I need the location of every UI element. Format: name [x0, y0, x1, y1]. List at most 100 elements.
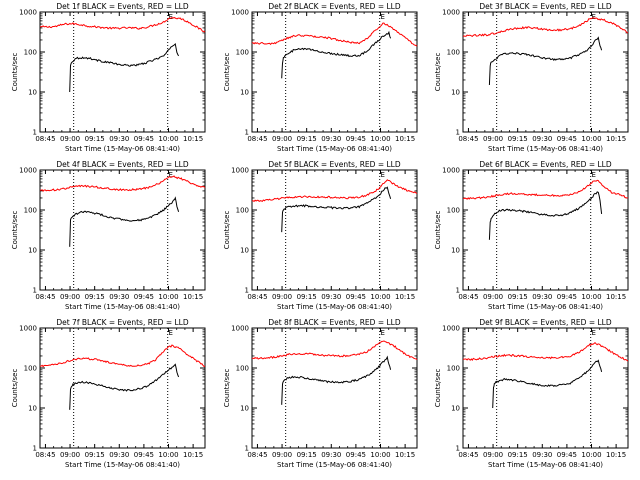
- x-tick-label: 10:00: [370, 293, 390, 301]
- y-axis-label: Counts/sec: [11, 53, 19, 92]
- x-tick-label: 09:00: [272, 451, 292, 459]
- x-tick-label: 09:45: [557, 135, 577, 143]
- x-tick-label: 09:00: [483, 293, 503, 301]
- y-tick-label: 1000: [19, 9, 37, 17]
- x-tick-label: 08:45: [247, 135, 267, 143]
- y-axis-label: Counts/sec: [434, 53, 442, 92]
- lld-series-line: [39, 344, 206, 368]
- event-marker-label: E: [591, 329, 595, 337]
- x-tick-label: 09:30: [109, 451, 129, 459]
- y-axis-label: Counts/sec: [434, 211, 442, 250]
- chart-title: Det 2f BLACK = Events, RED = LLD: [268, 2, 401, 11]
- plot-frame: [39, 169, 206, 291]
- y-tick-label: 1000: [19, 167, 37, 175]
- x-axis-label: Start Time (15-May-06 08:41:40): [65, 461, 180, 469]
- x-tick-label: 10:00: [370, 135, 390, 143]
- chart-panel-5: Det 5f BLACK = Events, RED = LLD 1 10 100 10…: [223, 160, 418, 311]
- y-tick-label: 1000: [231, 325, 249, 333]
- x-tick-label: 09:00: [272, 293, 292, 301]
- chart-panel-4: Det 4f BLACK = Events, RED = LLD 1 10 100 10…: [11, 160, 206, 311]
- x-tick-label: 09:45: [346, 135, 366, 143]
- y-tick-label: 10: [451, 405, 460, 413]
- x-tick-label: 09:15: [508, 135, 528, 143]
- events-series-line: [281, 186, 392, 233]
- x-tick-label: 10:15: [183, 135, 203, 143]
- x-tick-label: 08:45: [458, 293, 478, 301]
- y-tick-label: 1: [456, 129, 460, 137]
- x-tick-label: 08:45: [458, 135, 478, 143]
- y-tick-label: 10: [240, 247, 249, 255]
- x-tick-label: 09:45: [346, 293, 366, 301]
- x-tick-label: 09:15: [297, 293, 317, 301]
- y-tick-label: 100: [447, 365, 460, 373]
- x-axis-label: Start Time (15-May-06 08:41:40): [277, 461, 392, 469]
- x-tick-label: 09:45: [134, 293, 154, 301]
- x-tick-label: 09:00: [483, 135, 503, 143]
- lld-series-line: [462, 17, 629, 38]
- plot-frame: [39, 327, 206, 449]
- x-tick-label: 09:00: [60, 451, 80, 459]
- x-axis-label: Start Time (15-May-06 08:41:40): [277, 145, 392, 153]
- plot-frame: [462, 327, 629, 449]
- x-tick-label: 09:45: [134, 451, 154, 459]
- y-tick-label: 100: [24, 365, 37, 373]
- x-tick-label: 08:45: [35, 293, 55, 301]
- y-tick-label: 100: [447, 207, 460, 215]
- plot-frame: [462, 169, 629, 291]
- events-series-line: [69, 196, 180, 247]
- y-axis-label: Counts/sec: [223, 369, 231, 408]
- y-tick-label: 1: [245, 287, 249, 295]
- events-series-line: [281, 30, 392, 79]
- chart-title: Det 1f BLACK = Events, RED = LLD: [56, 2, 189, 11]
- x-tick-label: 09:30: [109, 135, 129, 143]
- x-axis-label: Start Time (15-May-06 08:41:40): [488, 145, 603, 153]
- y-axis-label: Counts/sec: [11, 369, 19, 408]
- y-tick-label: 1: [33, 129, 37, 137]
- x-tick-label: 10:00: [370, 451, 390, 459]
- x-tick-label: 10:15: [395, 135, 415, 143]
- x-tick-label: 10:00: [158, 451, 178, 459]
- event-marker-label: E: [591, 13, 595, 21]
- x-axis-label: Start Time (15-May-06 08:41:40): [488, 461, 603, 469]
- x-tick-label: 08:45: [458, 451, 478, 459]
- y-tick-label: 10: [240, 89, 249, 97]
- chart-title: Det 3f BLACK = Events, RED = LLD: [479, 2, 612, 11]
- x-tick-label: 10:15: [606, 293, 626, 301]
- y-tick-label: 1: [456, 287, 460, 295]
- lld-series-line: [463, 179, 629, 200]
- x-tick-label: 09:00: [483, 451, 503, 459]
- y-tick-label: 10: [28, 89, 37, 97]
- x-tick-label: 09:30: [321, 135, 341, 143]
- x-tick-label: 10:00: [581, 135, 601, 143]
- events-series-line: [488, 191, 603, 240]
- events-series-line: [281, 355, 392, 405]
- x-tick-label: 10:15: [606, 451, 626, 459]
- plot-frame: [251, 327, 418, 449]
- y-tick-label: 1000: [231, 9, 249, 17]
- y-tick-label: 10: [28, 405, 37, 413]
- y-tick-label: 1000: [442, 9, 460, 17]
- x-tick-label: 10:00: [158, 293, 178, 301]
- chart-title: Det 9f BLACK = Events, RED = LLD: [479, 318, 612, 327]
- lld-series-line: [252, 179, 418, 203]
- x-tick-label: 09:15: [297, 135, 317, 143]
- chart-panel-2: Det 2f BLACK = Events, RED = LLD 1 10 100 10…: [223, 2, 418, 153]
- x-tick-label: 09:30: [321, 293, 341, 301]
- x-tick-label: 08:45: [35, 135, 55, 143]
- x-tick-label: 09:45: [557, 293, 577, 301]
- events-series-line: [69, 363, 180, 410]
- x-tick-label: 09:15: [297, 451, 317, 459]
- x-tick-label: 10:00: [581, 293, 601, 301]
- event-marker-label: E: [168, 171, 172, 179]
- x-tick-label: 09:30: [109, 293, 129, 301]
- y-axis-label: Counts/sec: [223, 211, 231, 250]
- plot-frame: [462, 11, 629, 133]
- x-tick-label: 08:45: [247, 293, 267, 301]
- y-tick-label: 1: [245, 445, 249, 453]
- lld-series-line: [463, 342, 629, 362]
- chart-panel-9: Det 9f BLACK = Events, RED = LLD 1 10 100 10…: [434, 318, 629, 469]
- x-tick-label: 09:00: [60, 293, 80, 301]
- x-tick-label: 10:15: [183, 293, 203, 301]
- x-axis-label: Start Time (15-May-06 08:41:40): [488, 303, 603, 311]
- event-marker-label: E: [168, 13, 172, 21]
